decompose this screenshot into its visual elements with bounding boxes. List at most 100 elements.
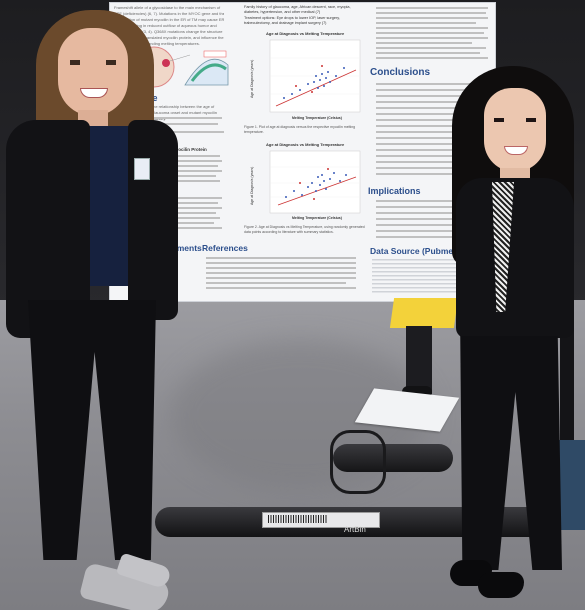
right-person-face: [484, 88, 546, 172]
text-bar: [376, 32, 484, 34]
yellow-sign: [389, 298, 459, 328]
background-person-legs: [406, 326, 432, 394]
text-bar: [376, 83, 476, 85]
text-bar: [152, 123, 218, 125]
text-bar: [376, 7, 488, 9]
intro-line-4: stress, resulting in reduced outflow of …: [114, 23, 217, 28]
text-bar: [376, 230, 472, 232]
text-bar: [376, 113, 472, 115]
text-bar: [376, 101, 476, 103]
chart1-ylabel: Age at Diagnosis (years): [250, 59, 254, 98]
text-bar: [376, 167, 464, 169]
text-bar: [376, 161, 470, 163]
text-bar: [172, 180, 220, 182]
text-bar: [172, 165, 218, 167]
intro-line-7: folding and corresponding melting temper…: [114, 41, 200, 46]
chart2-ylabel: Age at Diagnosis (years): [250, 166, 254, 205]
intro-line-6: of the respective translated myocilin pr…: [114, 35, 224, 40]
text-bar: [172, 202, 218, 204]
text-bar: [172, 160, 222, 162]
chart2-xlabel: Melting Temperature (Celsius): [292, 216, 342, 220]
risk-text: Family history of glaucoma, age, African…: [244, 5, 351, 14]
conclusions-heading: Conclusions: [370, 67, 431, 78]
text-bar: [206, 277, 356, 279]
data-table: [372, 259, 472, 295]
myocilin-heading: Myocilin Protein: [172, 147, 207, 152]
text-bar: [376, 218, 476, 220]
text-bar: [376, 173, 472, 175]
text-bar: [376, 137, 472, 139]
text-bar: [376, 37, 488, 39]
text-bar: [172, 155, 220, 157]
left-person-blazer-right: [128, 120, 178, 320]
display-stand: [560, 310, 574, 450]
intro-line-1: Frameshift allele of a glycosidase to th…: [114, 5, 221, 10]
scatter-chart-2: [269, 150, 361, 214]
tube-brand-label: ArtBin: [344, 525, 366, 534]
text-bar: [172, 212, 216, 214]
text-bar: [376, 47, 486, 49]
text-bar: [376, 206, 472, 208]
text-bar: [172, 175, 216, 177]
text-bar: [376, 143, 468, 145]
text-bar: [172, 207, 222, 209]
chart1-title: Age at Diagnosis vs Melting Temperature: [266, 31, 345, 36]
text-bar: [206, 267, 356, 269]
right-person-eyes: [494, 118, 536, 122]
text-bar: [206, 282, 346, 284]
text-bar: [172, 227, 222, 229]
text-bar: [376, 107, 460, 109]
text-bar: [206, 287, 356, 289]
implications-heading: Implications: [368, 186, 421, 196]
text-bar: [376, 200, 476, 202]
text-bar: [376, 22, 476, 24]
left-person-face: [58, 28, 128, 116]
text-bar: [376, 95, 468, 97]
right-person-blazer: [456, 178, 574, 338]
text-bar: [376, 89, 472, 91]
chart1-xlabel: Melting Temperature (Celsius): [292, 116, 342, 120]
text-bar: [376, 52, 480, 54]
fig1-caption: Figure 1. Plot of age at diagnosis versu…: [244, 125, 356, 134]
text-bar: [206, 257, 356, 259]
text-bar: [376, 17, 488, 19]
objective-text: the relationship between the age of glau…: [152, 104, 217, 121]
text-bar: [376, 149, 474, 151]
treatment-text: Treatment options: Eye drops to lower IO…: [244, 16, 340, 25]
poster-tube-short: [333, 444, 453, 472]
chart2-title: Age at Diagnosis vs Melting Temperature: [266, 142, 345, 147]
references-heading: References: [202, 243, 248, 253]
text-bar: [206, 262, 356, 264]
right-person-right-shoe: [478, 572, 524, 598]
tube-strap: [330, 430, 386, 494]
intro-line-3: aggregation of mutant myocilin in the ER…: [114, 17, 224, 22]
intro-line-5: increase in IOP (3, 4). Q368X mutations …: [114, 29, 223, 34]
intro-line-2: ESF (deficiencies) (6, 7). Mutations in …: [114, 11, 224, 16]
text-bar: [152, 117, 222, 119]
text-bar: [206, 272, 356, 274]
text-bar: [172, 170, 222, 172]
text-bar: [376, 27, 488, 29]
fig2-caption: Figure 2. Age at Diagnosis vs Melting Te…: [244, 225, 365, 234]
text-bar: [172, 222, 214, 224]
text-bar: [376, 131, 462, 133]
text-bar: [376, 125, 474, 127]
tube-barcode: [268, 515, 328, 523]
left-person-eyes: [70, 60, 116, 65]
scatter-chart-1: [269, 39, 361, 113]
text-bar: [376, 155, 456, 157]
text-bar: [376, 224, 462, 226]
acknowledgements-heading: ements: [172, 243, 202, 253]
text-bar: [172, 197, 222, 199]
text-bar: [152, 131, 224, 133]
text-bar: [376, 42, 472, 44]
text-bar: [376, 12, 486, 14]
text-bar: [376, 119, 466, 121]
name-badge-icon: [134, 158, 150, 180]
text-bar: [172, 217, 220, 219]
data-source-heading: Data Source (Pubmed A: [370, 246, 467, 256]
text-bar: [376, 57, 488, 59]
text-bar: [376, 212, 468, 214]
text-bar: [376, 236, 464, 238]
